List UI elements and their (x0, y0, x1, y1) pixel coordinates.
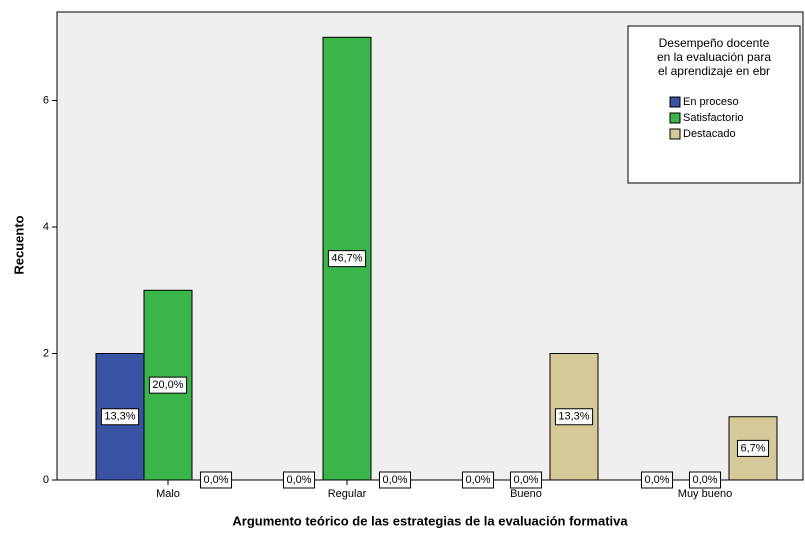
value-label: 0,0% (286, 474, 311, 486)
value-label: 6,7% (740, 442, 765, 454)
value-label-box (688, 471, 722, 489)
legend-label: Satisfactorio (683, 112, 744, 124)
legend-title: en la evaluación para (657, 50, 771, 64)
value-label-box (282, 471, 316, 489)
legend-label: En proceso (683, 96, 739, 108)
value-label: 20,0% (152, 379, 183, 391)
value-label-box (100, 408, 140, 426)
value-label: 0,0% (513, 474, 538, 486)
y-tick-label: 2 (43, 347, 49, 359)
value-label-box (378, 471, 412, 489)
x-tick-label: Muy bueno (678, 488, 732, 500)
value-label-box (327, 250, 367, 268)
value-label-box (554, 408, 594, 426)
value-label-box (199, 471, 233, 489)
value-label-box (736, 439, 770, 457)
legend-swatch (669, 128, 681, 140)
y-tick-label: 4 (43, 221, 49, 233)
x-tick-label: Malo (156, 488, 180, 500)
value-label: 0,0% (692, 474, 717, 486)
value-label: 0,0% (644, 474, 669, 486)
x-axis-label: Argumento teórico de las estrategias de … (232, 513, 628, 528)
legend-swatch (669, 112, 681, 124)
value-label-box (148, 376, 188, 394)
value-label-box (640, 471, 674, 489)
value-label-box (461, 471, 495, 489)
legend-swatch (669, 96, 681, 108)
legend-label: Destacado (683, 128, 736, 140)
value-label: 46,7% (331, 253, 362, 265)
value-label: 0,0% (382, 474, 407, 486)
legend-title: Desempeño docente (659, 36, 770, 50)
y-tick-label: 6 (43, 94, 49, 106)
value-label: 0,0% (465, 474, 490, 486)
y-tick-label: 0 (43, 474, 49, 486)
value-label: 13,3% (558, 411, 589, 423)
x-tick-label: Regular (328, 488, 367, 500)
x-tick-label: Bueno (510, 488, 542, 500)
y-axis-label: Recuento (11, 215, 26, 274)
legend-box (627, 25, 801, 184)
value-label: 13,3% (104, 411, 135, 423)
value-label-box (509, 471, 543, 489)
value-label: 0,0% (203, 474, 228, 486)
legend-title: el aprendizaje en ebr (658, 64, 770, 78)
